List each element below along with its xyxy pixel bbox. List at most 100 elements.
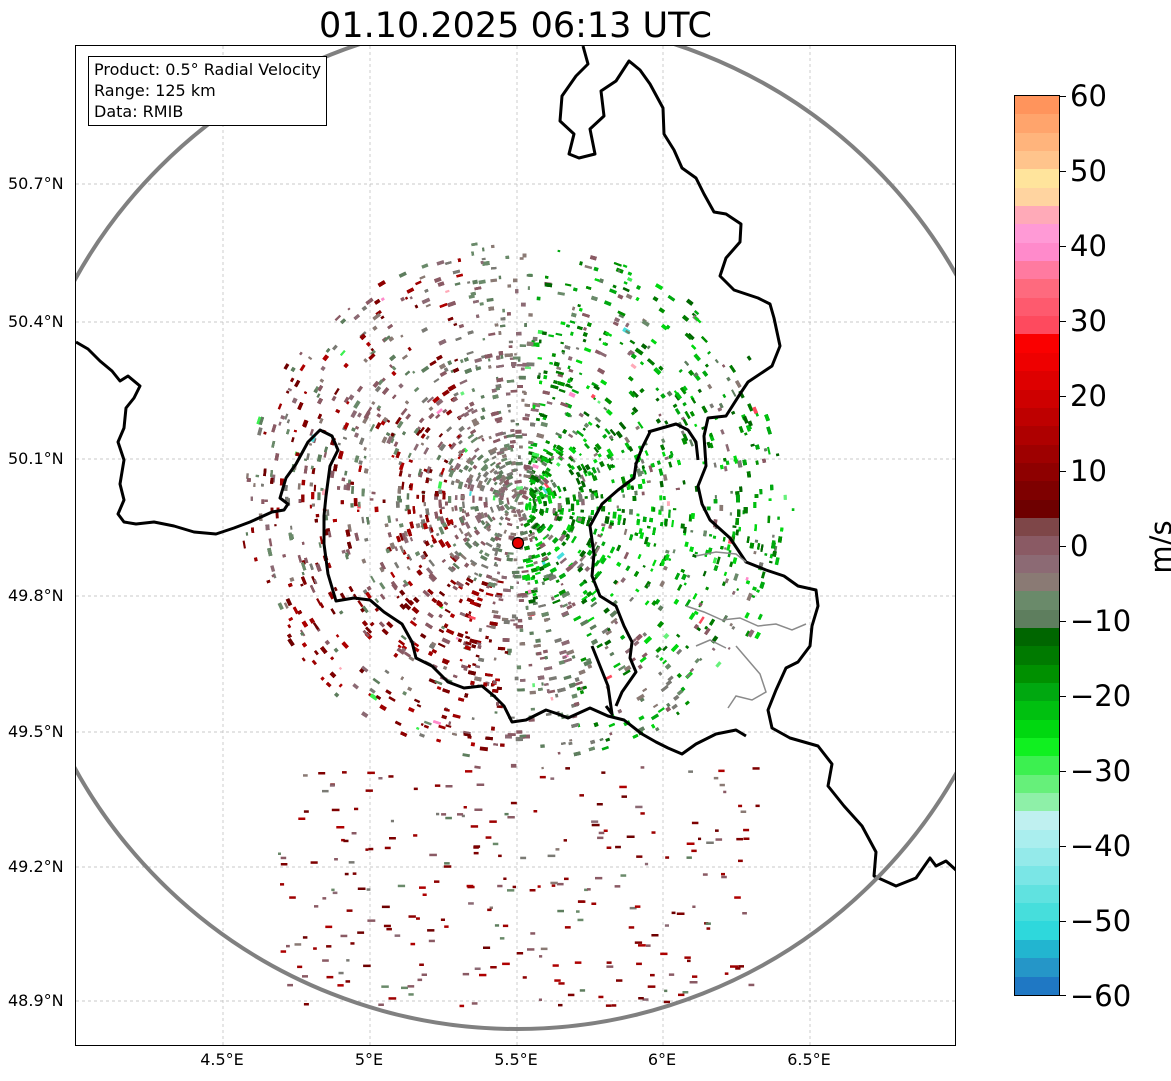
echo-bin <box>341 549 346 554</box>
echo-bin <box>383 335 391 342</box>
echo-bin <box>470 742 476 747</box>
echo-bin <box>500 743 505 747</box>
echo-bin <box>472 279 478 285</box>
echo-bin <box>454 282 461 286</box>
echo-bin <box>544 275 549 279</box>
echo-bin <box>559 449 564 454</box>
echo-bin <box>524 323 527 327</box>
echo-bin <box>345 529 351 537</box>
echo-bin <box>735 380 742 388</box>
echo-bin <box>439 443 446 452</box>
echo-bin <box>719 464 724 470</box>
echo-bin <box>602 433 608 439</box>
echo-bin <box>457 638 463 643</box>
echo-bin <box>530 474 538 481</box>
echo-bin <box>681 573 688 581</box>
echo-bin <box>457 434 461 439</box>
echo-bin <box>439 363 446 370</box>
echo-bin <box>242 540 246 549</box>
echo-bin <box>343 362 349 369</box>
echo-bin <box>573 287 578 292</box>
echo-bin <box>713 462 717 468</box>
echo-bin <box>564 283 572 287</box>
echo-bin <box>568 433 574 439</box>
echo-bin <box>702 370 709 377</box>
echo-bin <box>606 448 614 458</box>
echo-bin <box>492 394 499 400</box>
echo-bin <box>473 572 479 576</box>
echo-bin <box>766 446 771 455</box>
echo-bin <box>515 434 523 439</box>
echo-bin <box>436 686 442 691</box>
echo-bin <box>539 656 546 660</box>
echo-bin <box>458 527 464 535</box>
echo-bin <box>450 565 457 572</box>
echo-bin <box>596 467 601 474</box>
echo-bin <box>441 522 447 528</box>
echo-bin <box>659 495 663 501</box>
echo-bin <box>376 407 381 412</box>
echo-bin <box>455 580 464 588</box>
echo-bin <box>311 492 315 500</box>
echo-bin <box>437 642 446 648</box>
echo-bin <box>433 378 440 384</box>
echo-bin <box>694 658 700 664</box>
echo-bin <box>266 579 271 584</box>
echo-bin <box>472 421 480 427</box>
echo-bin <box>590 601 598 608</box>
echo-bin <box>396 595 400 599</box>
echo-bin <box>630 353 637 360</box>
echo-bin <box>636 693 645 701</box>
echo-bin <box>561 590 571 599</box>
echo-bin <box>496 686 502 691</box>
echo-bin <box>675 487 680 491</box>
echo-bin <box>481 407 486 413</box>
echo-bin <box>317 384 324 392</box>
echo-bin <box>515 429 522 434</box>
echo-bin <box>314 518 318 523</box>
echo-bin <box>547 572 554 579</box>
echo-bin <box>507 404 511 408</box>
echo-bin <box>576 686 581 691</box>
echo-bin <box>586 549 593 556</box>
echo-bin <box>309 563 314 571</box>
echo-bin <box>707 350 712 355</box>
echo-bin <box>292 606 299 615</box>
echo-bin <box>475 664 481 669</box>
echo-bin <box>601 745 609 751</box>
echo-bin <box>470 680 475 686</box>
echo-bin <box>609 522 614 526</box>
echo-bin <box>624 436 630 444</box>
echo-bin <box>676 689 684 696</box>
echo-bin <box>452 674 458 679</box>
echo-bin <box>617 514 622 521</box>
echo-bin <box>565 533 570 539</box>
echo-bin <box>466 281 471 284</box>
echo-bin <box>729 622 734 627</box>
echo-bin <box>633 570 640 577</box>
echo-bin <box>579 689 585 695</box>
echo-bin <box>306 453 310 461</box>
echo-bin <box>491 577 499 582</box>
echo-bin <box>454 534 459 540</box>
echo-bin <box>439 302 448 309</box>
echo-bin <box>632 733 639 739</box>
echo-bin <box>582 331 588 337</box>
echo-bin <box>648 465 653 473</box>
echo-bin <box>579 261 583 266</box>
echo-bin <box>490 625 496 630</box>
echo-bin <box>753 550 757 555</box>
echo-bin <box>351 427 356 432</box>
echo-bin <box>342 436 348 440</box>
echo-bin <box>532 404 536 409</box>
echo-bin <box>427 588 434 595</box>
echo-bin <box>468 618 473 623</box>
echo-bin <box>359 333 367 341</box>
echo-bin <box>458 425 465 433</box>
echo-bin <box>470 436 479 444</box>
echo-bin <box>672 403 678 409</box>
echo-bin <box>363 455 367 459</box>
radar-map[interactable] <box>75 45 956 1046</box>
echo-bin <box>714 358 719 364</box>
echo-bin <box>531 452 540 458</box>
